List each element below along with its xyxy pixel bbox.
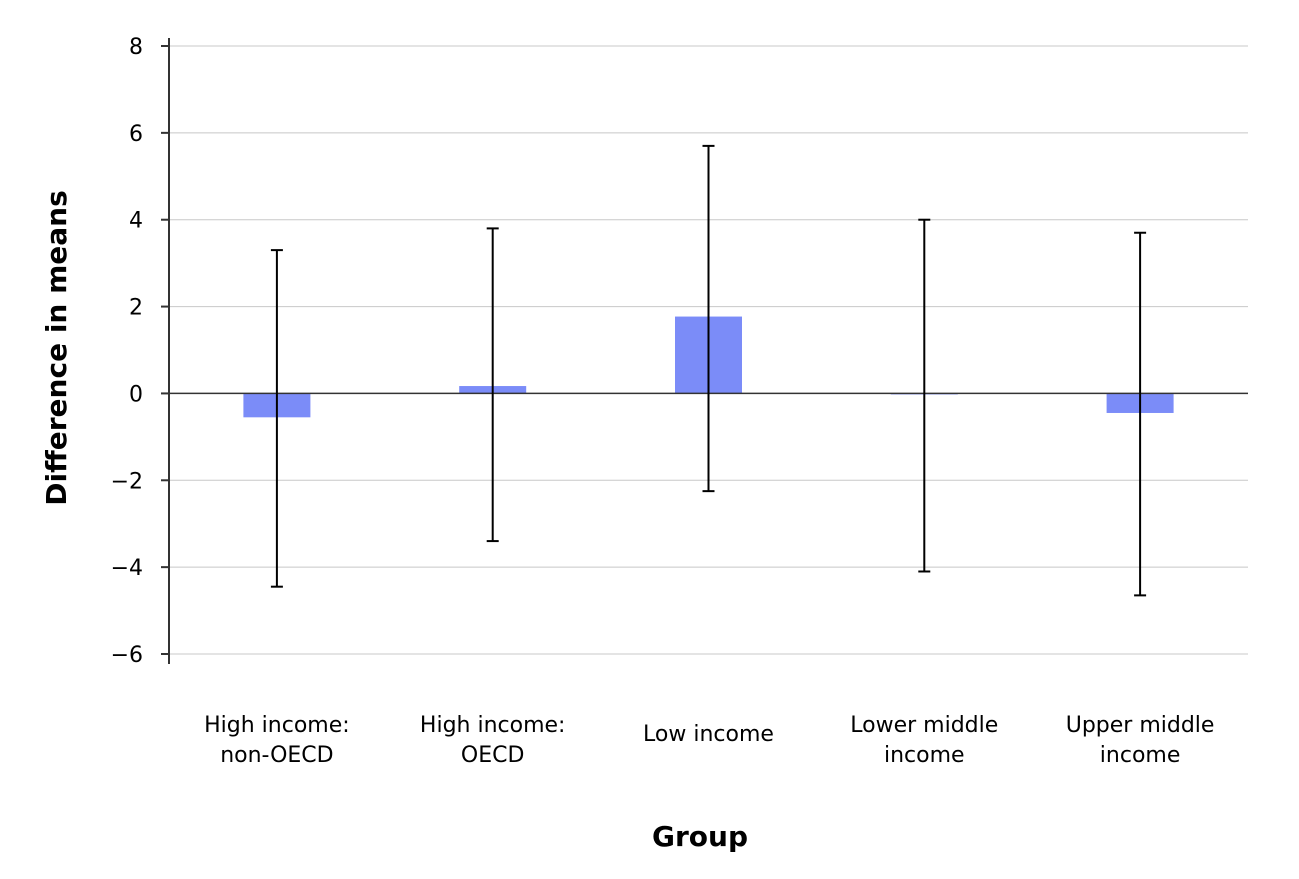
category-label-line: Low income: [643, 722, 774, 747]
y-tick-label: 6: [129, 122, 143, 147]
category-label-line: OECD: [461, 743, 525, 768]
error-bars: [270, 144, 1147, 597]
category-label: Upper middle income: [1066, 713, 1215, 768]
y-tick-label: 0: [129, 382, 143, 407]
category-label-line: non-OECD: [220, 743, 333, 768]
category-label-line: Lower middle: [850, 713, 998, 738]
category-label-line: High income:: [204, 713, 350, 738]
category-label-line: income: [1100, 743, 1181, 768]
category-label-line: High income:: [420, 713, 566, 738]
x-axis-title: Group: [652, 820, 748, 853]
y-tick-label: −4: [111, 556, 143, 581]
category-label: High income: OECD: [420, 713, 566, 768]
y-axis-title: Difference in means: [40, 190, 73, 506]
y-tick-label: 4: [129, 209, 143, 234]
category-label: Lower middle income: [850, 713, 998, 768]
category-label-line: Upper middle: [1066, 713, 1215, 738]
y-ticks: 8 6 4 2 0 −2 −4 −6: [111, 35, 169, 668]
category-label-line: income: [884, 743, 965, 768]
y-tick-label: −6: [111, 643, 143, 668]
category-label: High income: non-OECD: [204, 713, 350, 768]
category-labels: High income: non-OECD High income: OECD Low …: [204, 713, 1214, 768]
y-tick-label: −2: [111, 469, 143, 494]
y-tick-label: 2: [129, 296, 143, 321]
y-tick-label: 8: [129, 35, 143, 60]
category-label: Low income: [643, 722, 774, 747]
